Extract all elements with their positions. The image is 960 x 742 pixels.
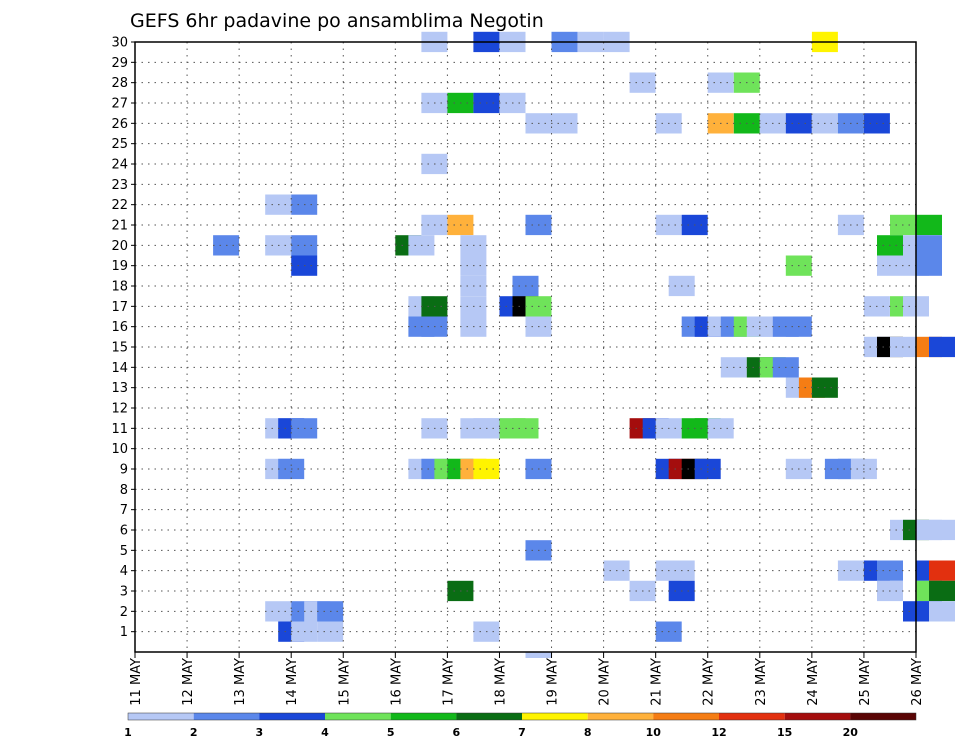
y-tick-label: 17 <box>111 300 128 315</box>
y-axis: 1234567891011121314151617181920212223242… <box>111 36 135 640</box>
y-tick-label: 16 <box>111 320 128 335</box>
y-tick-label: 15 <box>111 341 128 356</box>
y-tick-label: 27 <box>111 97 128 112</box>
grid-lines <box>135 41 916 652</box>
x-tick-label: 11 MAY <box>129 658 144 706</box>
legend-label: 6 <box>452 726 460 739</box>
y-tick-label: 24 <box>111 158 128 173</box>
legend-label: 12 <box>711 726 726 739</box>
heatmap-cell <box>929 580 955 602</box>
y-tick-label: 5 <box>120 544 128 559</box>
color-legend: 1 2 3 4 5 6 7 8 10 12 15 20 <box>124 712 917 739</box>
x-axis: 11 MAY 12 MAY 13 MAY 14 MAY 15 MAY 16 MAY 17 M… <box>129 652 925 706</box>
y-tick-label: 18 <box>111 280 128 295</box>
heatmap-cell <box>916 255 942 276</box>
legend-label: 20 <box>843 726 859 739</box>
x-tick-label: 19 MAY <box>546 658 561 706</box>
legend-swatch <box>850 713 916 720</box>
heatmap-cell <box>916 214 942 236</box>
y-tick-label: 23 <box>111 178 128 193</box>
legend-label: 7 <box>518 726 526 739</box>
legend-label: 3 <box>255 726 263 739</box>
y-tick-label: 25 <box>111 137 128 152</box>
heatmap-cell <box>929 560 955 581</box>
legend-swatch <box>456 713 522 720</box>
legend-label: 1 <box>124 726 132 739</box>
y-tick-label: 14 <box>111 361 128 376</box>
legend-swatch <box>719 713 785 720</box>
x-tick-label: 16 MAY <box>389 658 404 706</box>
chart-title: GEFS 6hr padavine po ansamblima Negotin <box>130 10 544 32</box>
x-tick-label: 14 MAY <box>285 658 300 706</box>
y-tick-label: 6 <box>120 524 128 539</box>
x-tick-label: 15 MAY <box>337 658 352 706</box>
x-tick-label: 26 MAY <box>910 658 925 706</box>
x-tick-label: 20 MAY <box>598 658 613 706</box>
y-tick-label: 1 <box>120 625 128 640</box>
legend-swatch <box>259 713 325 720</box>
y-tick-label: 11 <box>111 422 128 437</box>
x-tick-label: 18 MAY <box>493 658 508 706</box>
x-tick-label: 25 MAY <box>858 658 873 706</box>
legend-swatch <box>587 713 654 720</box>
legend-label: 15 <box>777 726 792 739</box>
legend-label: 2 <box>190 726 198 739</box>
legend-border <box>127 712 917 721</box>
x-tick-label: 23 MAY <box>754 658 769 706</box>
y-tick-label: 4 <box>120 564 128 579</box>
heatmap-cell <box>525 652 552 658</box>
x-tick-label: 17 MAY <box>441 658 456 706</box>
y-tick-label: 8 <box>120 483 128 498</box>
y-tick-label: 22 <box>111 198 128 213</box>
heatmap-cell <box>929 336 955 358</box>
y-tick-label: 29 <box>111 56 128 71</box>
x-tick-label: 12 MAY <box>181 658 196 706</box>
y-tick-label: 20 <box>111 239 128 254</box>
y-tick-label: 28 <box>111 76 128 91</box>
x-tick-label: 24 MAY <box>806 658 821 706</box>
x-tick-label: 22 MAY <box>702 658 717 706</box>
y-tick-label: 30 <box>111 36 128 51</box>
y-tick-label: 7 <box>120 503 128 518</box>
x-tick-label: 21 MAY <box>650 658 665 706</box>
legend-swatch <box>128 713 194 720</box>
x-tick-label: 13 MAY <box>233 658 248 706</box>
y-tick-label: 12 <box>111 402 128 417</box>
legend-label: 8 <box>584 726 592 739</box>
legend-label: 4 <box>321 726 329 739</box>
legend-label: 5 <box>387 726 395 739</box>
heatmap-cell <box>929 519 955 541</box>
legend-swatch <box>522 713 588 720</box>
y-tick-label: 13 <box>111 381 128 396</box>
heatmap-cells <box>213 31 955 658</box>
legend-swatch <box>325 713 391 720</box>
legend-label: 10 <box>646 726 662 739</box>
heatmap-cell <box>916 235 942 256</box>
legend-swatch <box>193 713 260 720</box>
y-tick-label: 3 <box>120 585 128 600</box>
y-tick-label: 9 <box>120 463 128 478</box>
legend-swatch <box>784 713 851 720</box>
legend-swatch <box>653 713 719 720</box>
legend-swatch <box>390 713 457 720</box>
y-tick-label: 21 <box>111 219 128 234</box>
y-tick-label: 26 <box>111 117 128 132</box>
heatmap-cell <box>929 601 955 622</box>
y-tick-label: 2 <box>120 605 128 620</box>
y-tick-label: 10 <box>111 442 128 457</box>
y-tick-label: 19 <box>111 259 128 274</box>
